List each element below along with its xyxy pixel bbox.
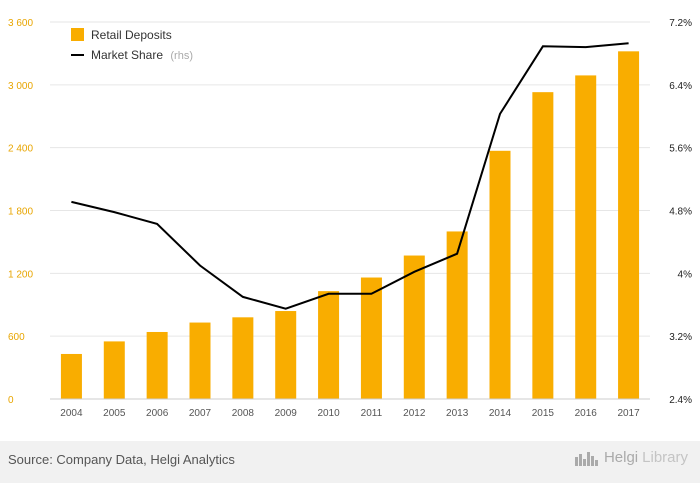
- right-tick-label: 7.2%: [669, 18, 692, 29]
- bar-2008: [232, 317, 254, 399]
- axes: 0 600 1 200 1 800 2 400 3 000 3 600 2.4% 3.2% 4% 4…: [8, 18, 692, 419]
- x-tick-label: 2014: [489, 408, 512, 419]
- x-tick-label: 2004: [60, 408, 83, 419]
- brand-helgi: Helgi: [603, 449, 639, 466]
- bar-2007: [189, 322, 211, 399]
- bar-2004: [60, 353, 82, 399]
- legend-label-market-share: Market Share (rhs): [91, 48, 193, 62]
- x-tick-label: 2005: [103, 408, 126, 419]
- right-tick-label: 3.2%: [669, 332, 692, 343]
- brand-logo[interactable]: Helgi Library: [574, 449, 688, 466]
- x-tick-label: 2010: [317, 408, 340, 419]
- left-tick-label: 3 600: [8, 18, 33, 29]
- bar-2010: [318, 291, 340, 399]
- bar-2011: [360, 277, 382, 399]
- legend: Retail Deposits Market Share (rhs): [71, 28, 193, 62]
- bar-2012: [403, 255, 425, 399]
- x-tick-label: 2015: [532, 408, 555, 419]
- bar-2006: [146, 331, 168, 399]
- left-tick-label: 1 800: [8, 207, 33, 218]
- x-tick-label: 2007: [189, 408, 212, 419]
- x-tick-label: 2012: [403, 408, 426, 419]
- right-tick-label: 4.8%: [669, 207, 692, 218]
- bar-2013: [446, 231, 468, 399]
- x-tick-label: 2009: [275, 408, 298, 419]
- left-tick-label: 0: [8, 395, 14, 406]
- x-tick-label: 2011: [361, 408, 383, 419]
- legend-label-rhs: (rhs): [170, 50, 193, 62]
- bar-2016: [575, 75, 597, 400]
- bar-2015: [532, 92, 554, 400]
- legend-label-retail-deposits: Retail Deposits: [91, 28, 172, 42]
- x-tick-label: 2013: [446, 408, 469, 419]
- right-tick-label: 4%: [678, 269, 693, 280]
- left-tick-label: 600: [8, 332, 25, 343]
- left-tick-label: 2 400: [8, 144, 33, 155]
- bar-2005: [103, 341, 125, 399]
- bar-series: [60, 51, 640, 400]
- bar-2017: [618, 51, 640, 399]
- x-tick-label: 2008: [232, 408, 255, 419]
- bar-2014: [489, 150, 511, 399]
- left-tick-label: 3 000: [8, 81, 33, 92]
- brand-library: Library: [642, 449, 688, 466]
- x-tick-label: 2017: [617, 408, 640, 419]
- left-tick-label: 1 200: [8, 269, 33, 280]
- footer: Source: Company Data, Helgi Analytics He…: [0, 441, 700, 483]
- city-skyline-icon: [574, 451, 598, 466]
- market-share-line: [71, 42, 629, 310]
- legend-swatch-retail-deposits: [71, 28, 84, 41]
- combo-chart: 0 600 1 200 1 800 2 400 3 000 3 600 2.4% 3.2% 4% 4…: [8, 18, 692, 419]
- right-tick-label: 5.6%: [669, 144, 692, 155]
- bar-2009: [275, 311, 297, 399]
- x-tick-label: 2006: [146, 408, 169, 419]
- source-text: Source: Company Data, Helgi Analytics: [8, 452, 235, 467]
- right-tick-label: 2.4%: [669, 395, 692, 406]
- right-tick-label: 6.4%: [669, 81, 692, 92]
- x-tick-label: 2016: [575, 408, 598, 419]
- gridlines: [50, 21, 650, 400]
